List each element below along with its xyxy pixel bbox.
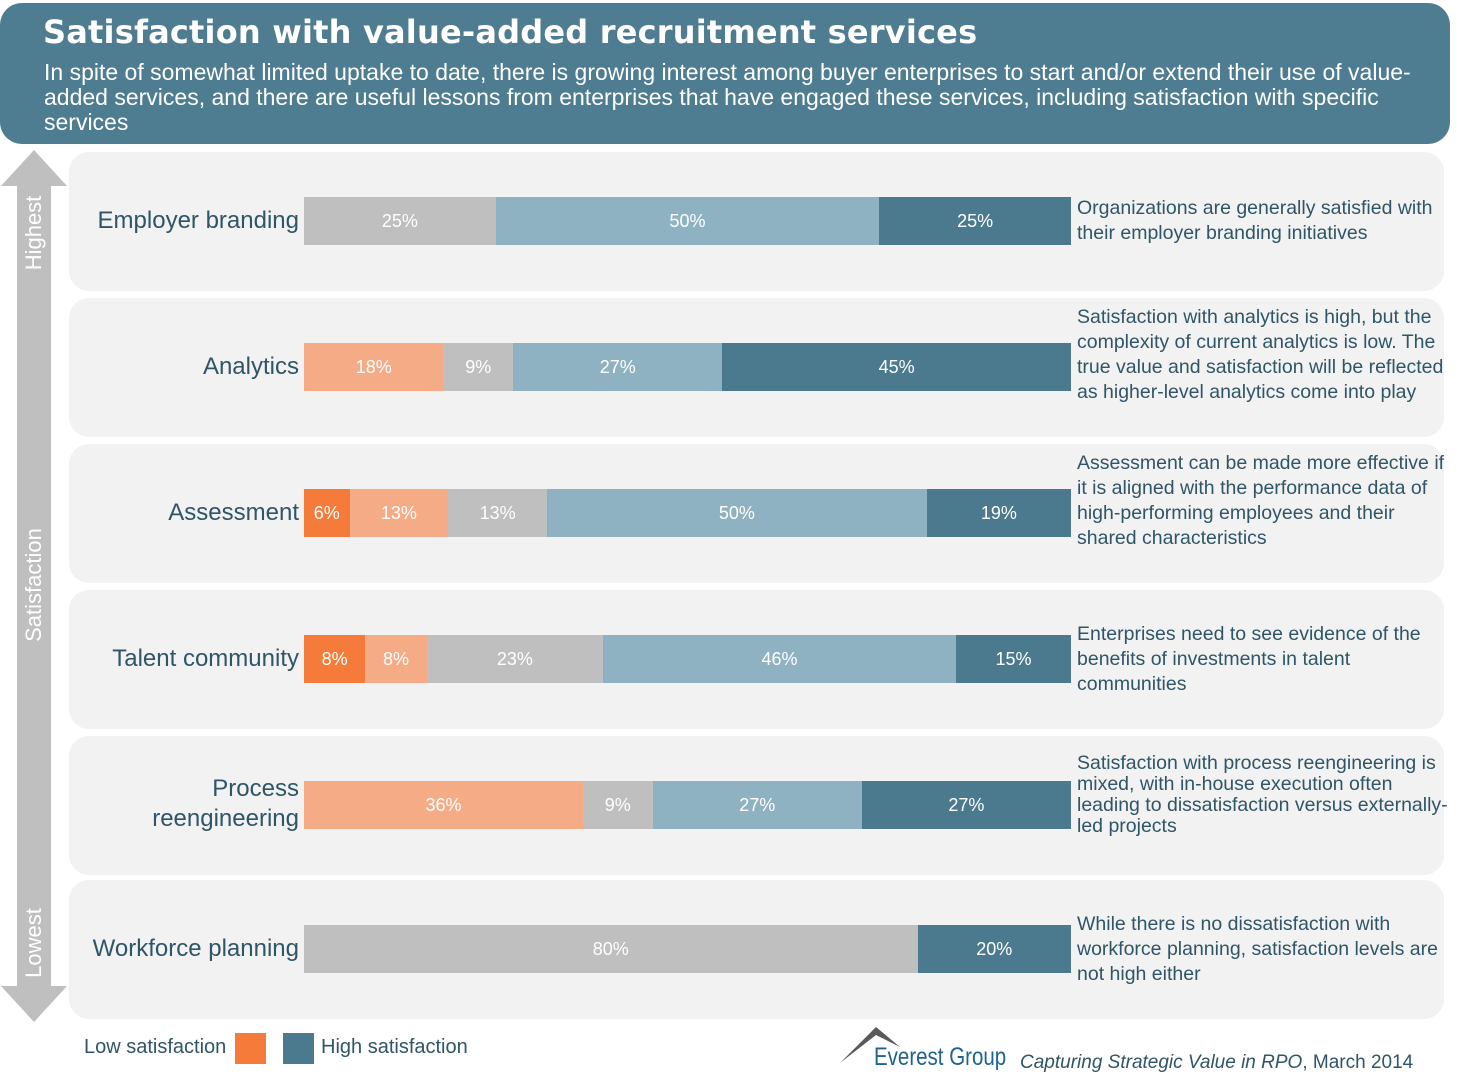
category-label: Talent community [112,645,299,672]
category-label: Employer branding [97,207,299,234]
bar-segment: 6% [304,489,350,537]
double-arrow-icon [1,150,67,1022]
bar-segment: 8% [365,635,427,683]
axis-label-satisfaction: Satisfaction [21,528,46,642]
header-banner: Satisfaction with value-added recruitmen… [0,3,1450,144]
category-label: Assessment [168,499,299,526]
bar-segment: 46% [603,635,956,683]
footer: Everest Group Capturing Strategic Value … [840,1025,1460,1085]
everest-logo-icon [840,1027,900,1063]
axis-label-lowest: Lowest [21,908,46,978]
page-title: Satisfaction with value-added recruitmen… [43,13,978,51]
bar-segment: 9% [582,781,653,829]
bar-segment: 13% [349,489,449,537]
bar-segment: 15% [955,635,1071,683]
legend-low-label: Low satisfaction [84,1036,227,1058]
category-label: Workforce planning [92,935,299,962]
satisfaction-axis-arrow: Highest Satisfaction Lowest [0,150,68,1022]
category-label: Process reengineering [152,775,299,832]
page-subtitle: In spite of somewhat limited uptake to d… [44,59,1411,135]
source-date: , March 2014 [1302,1052,1414,1073]
bar-segment: 19% [926,489,1071,537]
annotation-text: Satisfaction with process reengineering … [1077,751,1448,837]
axis-label-highest: Highest [21,195,46,271]
bar-segment: 80% [304,925,918,973]
bar-segment: 20% [917,925,1071,973]
legend-high-label: High satisfaction [321,1036,468,1058]
bar-segment: 36% [304,781,583,829]
annotation-text: While there is no dissatisfaction with w… [1077,912,1438,985]
annotation-text: Satisfaction with analytics is high, but… [1077,305,1444,403]
bar-segment: 50% [547,489,927,537]
bar-segment: 25% [304,197,496,245]
category-label: Analytics [202,353,299,380]
legend-high-swatch [283,1033,314,1064]
bar-segment: 23% [426,635,604,683]
bar-segment: 18% [304,343,444,391]
bar-segment: 27% [652,781,862,829]
annotation-text: Assessment can be made more effective if… [1077,451,1445,549]
source-title: Capturing Strategic Value in RPO [1020,1052,1303,1073]
annotation-text: Enterprises need to see evidence of the … [1077,622,1421,695]
bar-segment: 45% [722,343,1071,391]
bar-segment: 50% [495,197,880,245]
bar-segment: 27% [513,343,723,391]
bar-segment: 13% [448,489,547,537]
bar-segment: 27% [861,781,1071,829]
bar-segment: 8% [304,635,366,683]
legend-low-swatch [235,1033,266,1064]
brand-name: Everest Group [874,1043,1007,1071]
bar-segment: 25% [879,197,1071,245]
bar-segment: 9% [443,343,514,391]
annotation-text: Organizations are generally satisfied wi… [1077,197,1433,244]
